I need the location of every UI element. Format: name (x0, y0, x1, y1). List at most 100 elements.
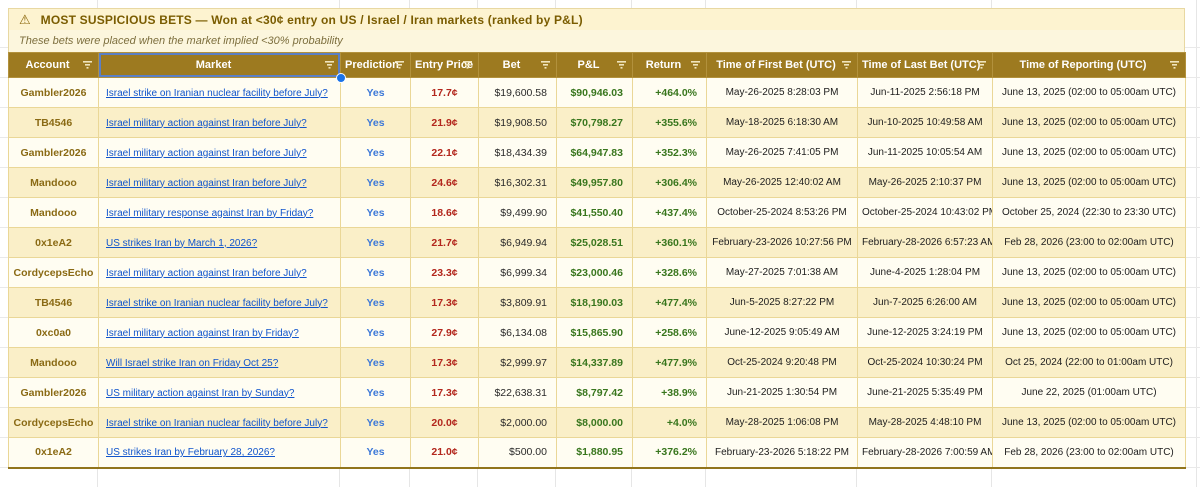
market-link[interactable]: Israel military response against Iran by… (106, 207, 314, 219)
cell-entry-price[interactable]: 18.6¢ (410, 197, 479, 228)
subtitle-banner[interactable]: These bets were placed when the market i… (8, 30, 1185, 52)
cell-account[interactable]: Gambler2026 (8, 377, 99, 408)
cell-prediction[interactable]: Yes (340, 257, 411, 288)
col-header-prediction[interactable]: Prediction (340, 52, 411, 78)
filter-icon[interactable] (841, 61, 852, 69)
cell-bet[interactable]: $9,499.90 (478, 197, 557, 228)
cell-return[interactable]: +355.6% (632, 107, 707, 138)
cell-account[interactable]: CordycepsEcho (8, 257, 99, 288)
cell-pnl[interactable]: $70,798.27 (556, 107, 633, 138)
cell-reporting[interactable]: June 13, 2025 (02:00 to 05:00am UTC) (992, 287, 1186, 318)
market-link[interactable]: Israel strike on Iranian nuclear facilit… (106, 87, 328, 99)
cell-bet[interactable]: $2,000.00 (478, 407, 557, 438)
cell-entry-price[interactable]: 23.3¢ (410, 257, 479, 288)
cell-prediction[interactable]: Yes (340, 107, 411, 138)
market-link[interactable]: Israel strike on Iranian nuclear facilit… (106, 417, 328, 429)
filter-icon[interactable] (324, 61, 335, 69)
cell-account[interactable]: Gambler2026 (8, 137, 99, 168)
cell-last-bet[interactable]: June-12-2025 3:24:19 PM (857, 317, 993, 348)
cell-bet[interactable]: $6,949.94 (478, 227, 557, 258)
cell-first-bet[interactable]: October-25-2024 8:53:26 PM (706, 197, 858, 228)
cell-last-bet[interactable]: February-28-2026 6:57:23 AM (857, 227, 993, 258)
cell-first-bet[interactable]: May-28-2025 1:06:08 PM (706, 407, 858, 438)
cell-last-bet[interactable]: May-26-2025 2:10:37 PM (857, 167, 993, 198)
cell-entry-price[interactable]: 17.3¢ (410, 287, 479, 318)
cell-market[interactable]: Israel military action against Iran befo… (98, 137, 341, 168)
selection-handle[interactable] (336, 73, 346, 83)
cell-prediction[interactable]: Yes (340, 197, 411, 228)
cell-pnl[interactable]: $49,957.80 (556, 167, 633, 198)
cell-market[interactable]: Israel military action against Iran befo… (98, 167, 341, 198)
cell-pnl[interactable]: $90,946.03 (556, 77, 633, 108)
cell-account[interactable]: Mandooo (8, 167, 99, 198)
col-header-return[interactable]: Return (632, 52, 707, 78)
cell-last-bet[interactable]: May-28-2025 4:48:10 PM (857, 407, 993, 438)
cell-first-bet[interactable]: June-12-2025 9:05:49 AM (706, 317, 858, 348)
market-link[interactable]: Israel military action against Iran by F… (106, 327, 299, 339)
cell-pnl[interactable]: $8,797.42 (556, 377, 633, 408)
cell-entry-price[interactable]: 17.7¢ (410, 77, 479, 108)
market-link[interactable]: Israel military action against Iran befo… (106, 267, 307, 279)
cell-reporting[interactable]: June 13, 2025 (02:00 to 05:00am UTC) (992, 77, 1186, 108)
cell-bet[interactable]: $19,600.58 (478, 77, 557, 108)
col-header-bet[interactable]: Bet (478, 52, 557, 78)
cell-bet[interactable]: $3,809.91 (478, 287, 557, 318)
cell-account[interactable]: 0xc0a0 (8, 317, 99, 348)
cell-market[interactable]: US military action against Iran by Sunda… (98, 377, 341, 408)
cell-entry-price[interactable]: 21.9¢ (410, 107, 479, 138)
cell-market[interactable]: US strikes Iran by February 28, 2026? (98, 437, 341, 469)
market-link[interactable]: US strikes Iran by February 28, 2026? (106, 447, 275, 459)
cell-prediction[interactable]: Yes (340, 287, 411, 318)
cell-first-bet[interactable]: May-27-2025 7:01:38 AM (706, 257, 858, 288)
cell-account[interactable]: 0x1eA2 (8, 227, 99, 258)
cell-pnl[interactable]: $1,880.95 (556, 437, 633, 469)
cell-pnl[interactable]: $25,028.51 (556, 227, 633, 258)
cell-return[interactable]: +258.6% (632, 317, 707, 348)
cell-return[interactable]: +477.4% (632, 287, 707, 318)
cell-account[interactable]: Mandooo (8, 197, 99, 228)
cell-return[interactable]: +437.4% (632, 197, 707, 228)
market-link[interactable]: Israel military action against Iran befo… (106, 117, 307, 129)
cell-return[interactable]: +38.9% (632, 377, 707, 408)
cell-prediction[interactable]: Yes (340, 77, 411, 108)
cell-entry-price[interactable]: 24.6¢ (410, 167, 479, 198)
cell-last-bet[interactable]: Jun-11-2025 2:56:18 PM (857, 77, 993, 108)
cell-reporting[interactable]: October 25, 2024 (22:30 to 23:30 UTC) (992, 197, 1186, 228)
cell-last-bet[interactable]: February-28-2026 7:00:59 AM (857, 437, 993, 469)
market-link[interactable]: Israel military action against Iran befo… (106, 147, 307, 159)
cell-prediction[interactable]: Yes (340, 347, 411, 378)
filter-icon[interactable] (1169, 61, 1180, 69)
market-link[interactable]: US military action against Iran by Sunda… (106, 387, 295, 399)
cell-first-bet[interactable]: May-18-2025 6:18:30 AM (706, 107, 858, 138)
cell-last-bet[interactable]: Jun-10-2025 10:49:58 AM (857, 107, 993, 138)
cell-entry-price[interactable]: 27.9¢ (410, 317, 479, 348)
cell-last-bet[interactable]: October-25-2024 10:43:02 PM (857, 197, 993, 228)
cell-first-bet[interactable]: Jun-5-2025 8:27:22 PM (706, 287, 858, 318)
cell-market[interactable]: Israel military action against Iran by F… (98, 317, 341, 348)
filter-icon[interactable] (462, 61, 473, 69)
cell-market[interactable]: Israel military action against Iran befo… (98, 107, 341, 138)
cell-return[interactable]: +352.3% (632, 137, 707, 168)
cell-entry-price[interactable]: 17.3¢ (410, 377, 479, 408)
market-link[interactable]: Will Israel strike Iran on Friday Oct 25… (106, 357, 279, 369)
cell-bet[interactable]: $6,999.34 (478, 257, 557, 288)
cell-market[interactable]: Israel military action against Iran befo… (98, 257, 341, 288)
cell-prediction[interactable]: Yes (340, 227, 411, 258)
col-header-reporting[interactable]: Time of Reporting (UTC) (992, 52, 1186, 78)
cell-bet[interactable]: $16,302.31 (478, 167, 557, 198)
cell-bet[interactable]: $22,638.31 (478, 377, 557, 408)
filter-icon[interactable] (540, 61, 551, 69)
cell-last-bet[interactable]: Jun-7-2025 6:26:00 AM (857, 287, 993, 318)
cell-account[interactable]: TB4546 (8, 287, 99, 318)
cell-market[interactable]: Will Israel strike Iran on Friday Oct 25… (98, 347, 341, 378)
cell-pnl[interactable]: $15,865.90 (556, 317, 633, 348)
cell-first-bet[interactable]: May-26-2025 8:28:03 PM (706, 77, 858, 108)
cell-entry-price[interactable]: 20.0¢ (410, 407, 479, 438)
market-link[interactable]: US strikes Iran by March 1, 2026? (106, 237, 258, 249)
cell-reporting[interactable]: Feb 28, 2026 (23:00 to 02:00am UTC) (992, 227, 1186, 258)
cell-last-bet[interactable]: Oct-25-2024 10:30:24 PM (857, 347, 993, 378)
cell-reporting[interactable]: June 13, 2025 (02:00 to 05:00am UTC) (992, 167, 1186, 198)
cell-first-bet[interactable]: February-23-2026 5:18:22 PM (706, 437, 858, 469)
cell-market[interactable]: Israel strike on Iranian nuclear facilit… (98, 77, 341, 108)
cell-entry-price[interactable]: 17.3¢ (410, 347, 479, 378)
